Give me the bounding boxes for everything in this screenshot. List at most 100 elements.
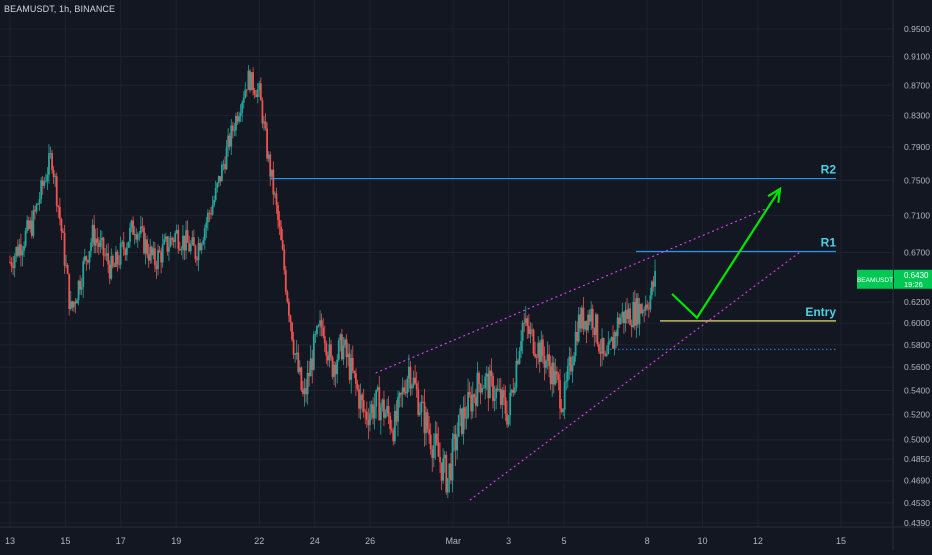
- candle-body: [326, 355, 329, 361]
- candle-body: [65, 265, 67, 266]
- time-tick-label: 15: [60, 536, 70, 546]
- candle-body: [91, 224, 94, 243]
- candle-body: [520, 341, 522, 352]
- candle-body: [221, 164, 223, 182]
- candle-body: [375, 389, 378, 407]
- candle-body: [236, 115, 239, 122]
- candle-body: [85, 256, 88, 261]
- candle-body: [381, 399, 384, 407]
- candle-body: [249, 70, 251, 91]
- candle-body: [52, 170, 55, 178]
- channel-upper-line: [375, 205, 772, 374]
- candle-body: [171, 237, 173, 240]
- candle-body: [512, 389, 515, 393]
- candle-body: [269, 154, 272, 177]
- candle-body: [543, 355, 546, 368]
- candle-body: [386, 406, 388, 414]
- candle-body: [174, 233, 177, 242]
- candle-body: [132, 220, 134, 235]
- candle-body: [355, 373, 357, 384]
- candle-body: [138, 233, 141, 235]
- candle-body: [183, 235, 186, 251]
- candle-body: [482, 387, 485, 389]
- price-tick-label: 0.5200: [904, 410, 930, 420]
- candle-body: [305, 388, 307, 395]
- time-tick-label: Mar: [445, 536, 461, 546]
- candle-body: [442, 458, 445, 481]
- candle-body: [451, 438, 454, 481]
- candle-body: [168, 246, 170, 252]
- candle-body: [298, 367, 301, 372]
- price-tick-label: 0.5800: [904, 340, 930, 350]
- candle-body: [545, 360, 547, 368]
- time-tick-label: 10: [697, 536, 707, 546]
- candle-body: [415, 383, 418, 390]
- candle-body: [48, 153, 50, 175]
- candle-body: [23, 246, 25, 251]
- candle-body: [476, 372, 479, 406]
- candle-body: [509, 392, 512, 416]
- candle-body: [12, 266, 15, 269]
- candle-body: [320, 320, 323, 328]
- candle-body: [560, 408, 563, 412]
- candle-body: [216, 182, 219, 188]
- candle-body: [10, 262, 13, 267]
- candle-body: [579, 314, 582, 329]
- candle-body: [637, 298, 639, 325]
- candle-body: [147, 254, 150, 261]
- candle-body: [459, 408, 462, 415]
- candle-body: [473, 394, 476, 398]
- candle-body: [582, 307, 585, 330]
- candle-body: [437, 442, 440, 457]
- candle-body: [294, 354, 297, 355]
- candle-body: [263, 121, 265, 124]
- candle-body: [27, 220, 30, 229]
- candle-body: [518, 351, 521, 364]
- candle-body: [199, 242, 201, 251]
- candle-body: [471, 394, 474, 412]
- candle-body: [337, 340, 340, 360]
- candle-body: [468, 392, 471, 395]
- candle-body: [515, 360, 518, 388]
- candle-body: [462, 407, 465, 434]
- candle-body: [283, 249, 286, 271]
- candle-body: [9, 262, 11, 263]
- projection-arrowhead: [767, 186, 782, 203]
- candle-body: [225, 147, 228, 170]
- candle-body: [562, 409, 565, 412]
- candle-body: [163, 239, 166, 245]
- candle-body: [436, 433, 438, 443]
- candle-body: [291, 322, 293, 340]
- candle-body: [478, 372, 480, 384]
- candle-body: [549, 366, 552, 385]
- candle-body: [110, 256, 113, 279]
- candle-body: [160, 251, 163, 263]
- candle-body: [495, 388, 498, 399]
- candle-body: [87, 260, 89, 263]
- price-tick-label: 0.6700: [904, 247, 930, 257]
- candle-body: [41, 180, 44, 186]
- candle-body: [18, 244, 21, 256]
- candle-body: [580, 307, 583, 329]
- candle-body: [111, 256, 114, 267]
- candle-body: [149, 246, 152, 261]
- candle-body: [258, 83, 261, 90]
- candle-body: [407, 366, 410, 379]
- candle-body: [242, 97, 245, 103]
- candle-body: [180, 249, 183, 251]
- candle-body: [235, 115, 237, 131]
- candle-body: [161, 244, 164, 263]
- candle-body: [417, 389, 420, 415]
- candle-body: [217, 176, 220, 183]
- candle-body: [97, 242, 100, 247]
- candle-body: [499, 389, 502, 405]
- candle-body: [507, 415, 510, 425]
- candle-body: [608, 341, 611, 343]
- candle-body: [172, 239, 175, 242]
- candle-body: [563, 382, 566, 410]
- candle-body: [389, 415, 392, 430]
- candle-body: [460, 408, 463, 434]
- candle-body: [456, 436, 459, 451]
